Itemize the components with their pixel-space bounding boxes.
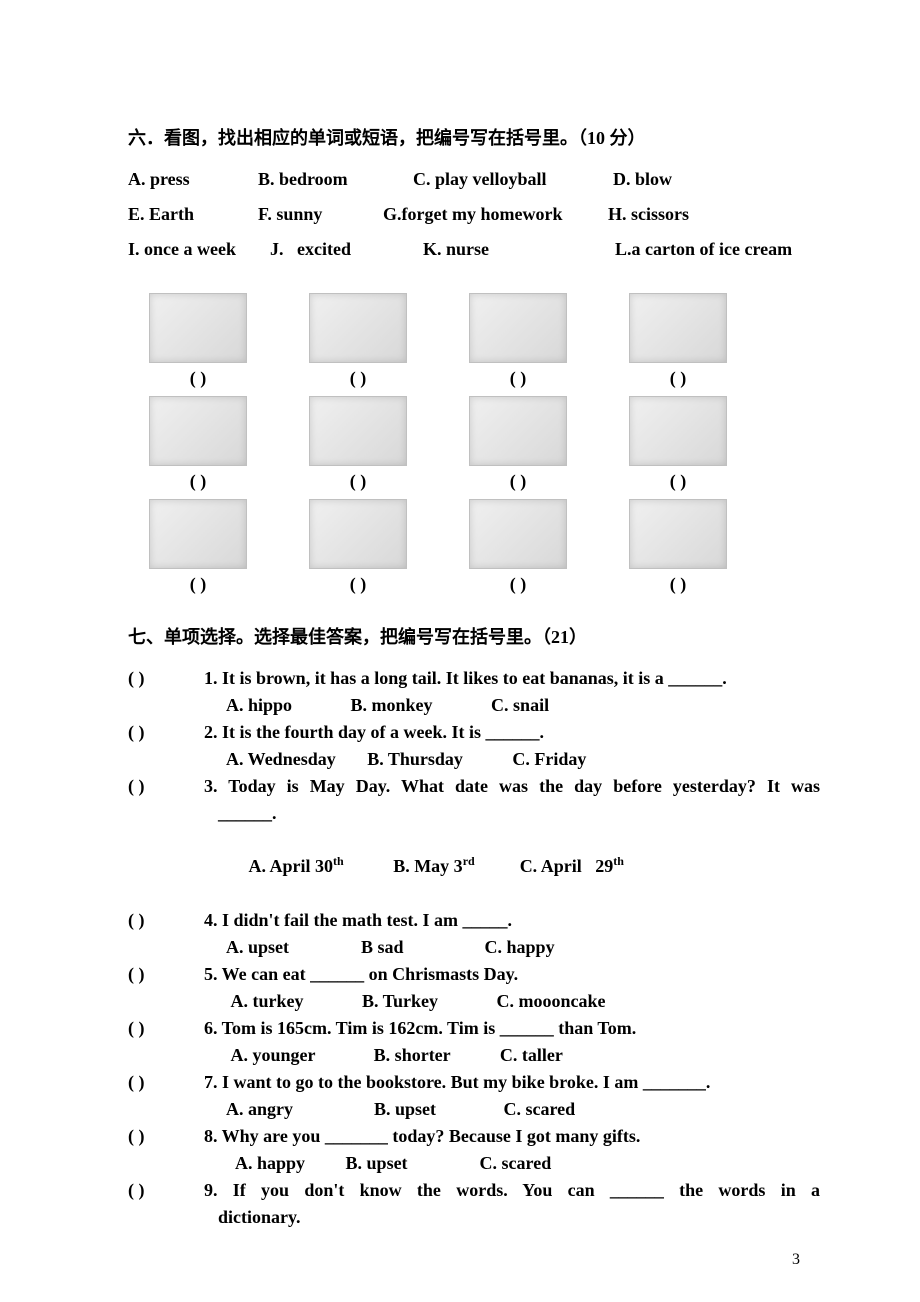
image-grid: ( ) ( ) ( ) ( ) ( ) ( ) ( ) ( ) ( ) ( ) [128,293,820,598]
q5-text: 5. We can eat ______ on Chrismasts Day. [204,961,820,988]
wordbank-row-3: I. once a week J. excited K. nurse L.a c… [128,236,820,263]
image-row-2: ( ) ( ) ( ) ( ) [128,396,820,495]
answer-paren[interactable]: ( ) [468,365,568,392]
image-item: ( ) [628,499,728,598]
q4: ( ) 4. I didn't fail the math test. I am… [128,907,820,934]
picture-icon [469,396,567,466]
answer-paren[interactable]: ( ) [308,365,408,392]
answer-paren[interactable]: ( ) [468,571,568,598]
q5: ( ) 5. We can eat ______ on Chrismasts D… [128,961,820,988]
q9-cont: dictionary. [128,1204,820,1231]
answer-paren[interactable]: ( ) [308,468,408,495]
q2: ( ) 2. It is the fourth day of a week. I… [128,719,820,746]
image-item: ( ) [468,499,568,598]
q7-text: 7. I want to go to the bookstore. But my… [204,1069,820,1096]
q4-text: 4. I didn't fail the math test. I am ___… [204,907,820,934]
q7: ( ) 7. I want to go to the bookstore. Bu… [128,1069,820,1096]
opt-b: B. bedroom [258,166,413,193]
section6-title: 六．看图，找出相应的单词或短语，把编号写在括号里。（10 分） [128,125,820,152]
picture-icon [309,499,407,569]
image-item: ( ) [148,499,248,598]
word-bank: A. press B. bedroom C. play velloyball D… [128,166,820,263]
q6: ( ) 6. Tom is 165cm. Tim is 162cm. Tim i… [128,1015,820,1042]
image-item: ( ) [468,293,568,392]
q5-options: A. turkey B. Turkey C. moooncake [128,988,820,1015]
image-item: ( ) [148,396,248,495]
picture-icon [309,396,407,466]
q6-text: 6. Tom is 165cm. Tim is 162cm. Tim is __… [204,1015,820,1042]
opt-g: G.forget my homework [383,201,608,228]
answer-paren[interactable]: ( ) [128,907,204,934]
picture-icon [149,396,247,466]
image-item: ( ) [468,396,568,495]
answer-paren[interactable]: ( ) [468,468,568,495]
image-item: ( ) [308,293,408,392]
q9: ( ) 9. If you don't know the words. You … [128,1177,820,1204]
image-row-1: ( ) ( ) ( ) ( ) [128,293,820,392]
answer-paren[interactable]: ( ) [128,1177,204,1204]
answer-paren[interactable]: ( ) [128,1123,204,1150]
picture-icon [629,293,727,363]
opt-d: D. blow [613,166,672,193]
q4-options: A. upset B sad C. happy [128,934,820,961]
opt-f: F. sunny [258,201,383,228]
wordbank-row-2: E. Earth F. sunny G.forget my homework H… [128,201,820,228]
q3-blank: ______. [128,800,820,827]
picture-icon [469,293,567,363]
answer-paren[interactable]: ( ) [628,365,728,392]
picture-icon [309,293,407,363]
opt-i: I. once a week [128,236,270,263]
answer-paren[interactable]: ( ) [128,961,204,988]
opt-e: E. Earth [128,201,258,228]
section7-title: 七、单项选择。选择最佳答案，把编号写在括号里。（21） [128,624,820,651]
q6-options: A. younger B. shorter C. taller [128,1042,820,1069]
image-item: ( ) [308,499,408,598]
q3-text: 3. Today is May Day. What date was the d… [204,773,820,800]
q8-options: A. happy B. upset C. scared [128,1150,820,1177]
q1-options: A. hippo B. monkey C. snail [128,692,820,719]
q7-options: A. angry B. upset C. scared [128,1096,820,1123]
opt-c: C. play velloyball [413,166,613,193]
picture-icon [629,396,727,466]
q2-options: A. Wednesday B. Thursday C. Friday [128,746,820,773]
answer-paren[interactable]: ( ) [628,571,728,598]
q2-text: 2. It is the fourth day of a week. It is… [204,719,820,746]
answer-paren[interactable]: ( ) [128,665,204,692]
page-number: 3 [792,1248,800,1272]
opt-h: H. scissors [608,201,689,228]
answer-paren[interactable]: ( ) [148,571,248,598]
q1-text: 1. It is brown, it has a long tail. It l… [204,665,820,692]
image-row-3: ( ) ( ) ( ) ( ) [128,499,820,598]
q8-text: 8. Why are you _______ today? Because I … [204,1123,820,1150]
answer-paren[interactable]: ( ) [308,571,408,598]
answer-paren[interactable]: ( ) [128,1069,204,1096]
opt-a: A. press [128,166,258,193]
image-item: ( ) [628,293,728,392]
image-item: ( ) [628,396,728,495]
image-item: ( ) [148,293,248,392]
answer-paren[interactable]: ( ) [148,365,248,392]
image-item: ( ) [308,396,408,495]
opt-l: L.a carton of ice cream [615,236,792,263]
opt-k: K. nurse [423,236,615,263]
answer-paren[interactable]: ( ) [628,468,728,495]
wordbank-row-1: A. press B. bedroom C. play velloyball D… [128,166,820,193]
opt-j: J. excited [270,236,423,263]
answer-paren[interactable]: ( ) [128,1015,204,1042]
q3-options: A. April 30th B. May 3rd C. April 29th [128,825,820,907]
answer-paren[interactable]: ( ) [128,773,204,800]
q3: ( ) 3. Today is May Day. What date was t… [128,773,820,800]
picture-icon [149,293,247,363]
question-block: ( ) 1. It is brown, it has a long tail. … [128,665,820,1231]
picture-icon [469,499,567,569]
picture-icon [629,499,727,569]
q8: ( ) 8. Why are you _______ today? Becaus… [128,1123,820,1150]
q1: ( ) 1. It is brown, it has a long tail. … [128,665,820,692]
picture-icon [149,499,247,569]
q9-text: 9. If you don't know the words. You can … [204,1177,820,1204]
page: 六．看图，找出相应的单词或短语，把编号写在括号里。（10 分） A. press… [0,0,920,1302]
answer-paren[interactable]: ( ) [148,468,248,495]
answer-paren[interactable]: ( ) [128,719,204,746]
